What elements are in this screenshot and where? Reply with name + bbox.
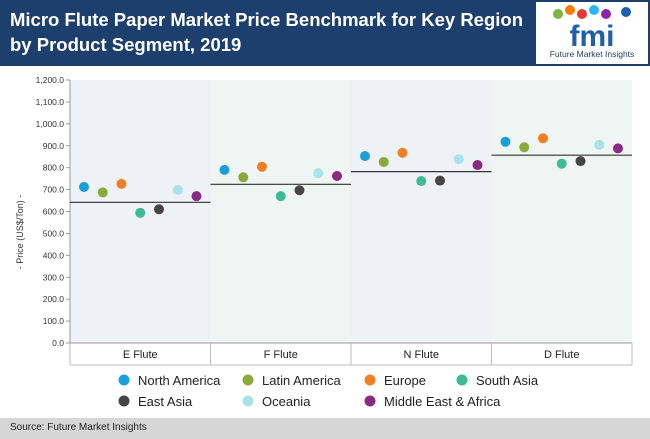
data-point <box>538 133 548 144</box>
data-point <box>257 161 267 172</box>
legend-label: South Asia <box>476 373 539 388</box>
legend-label: Latin America <box>262 373 342 388</box>
legend-label: North America <box>138 373 221 388</box>
logo-dot-icon <box>589 5 599 15</box>
logo-dot-icon <box>565 5 575 15</box>
legend: North America Latin America Europe South As… <box>118 373 539 409</box>
data-point <box>332 170 342 181</box>
data-point <box>172 185 183 196</box>
logo-letters: fmi <box>570 20 615 50</box>
category-band <box>351 80 492 343</box>
logo-dot-icon <box>553 9 563 19</box>
data-point <box>360 151 370 162</box>
data-point <box>79 181 89 192</box>
data-point <box>378 156 389 167</box>
data-points <box>79 133 623 218</box>
x-tick-label: E Flute <box>123 349 158 361</box>
y-axis-label: - Price (US$/Ton) - <box>15 195 25 270</box>
data-point <box>594 139 605 150</box>
legend-marker <box>118 395 130 407</box>
logo-dot-icon <box>577 9 587 19</box>
legend-label: East Asia <box>138 394 193 409</box>
category-bands <box>70 80 632 343</box>
y-tick-label: 1,200.0 <box>36 75 65 85</box>
y-tick-label: 1,000.0 <box>36 119 65 129</box>
y-tick-label: 600.0 <box>43 207 65 217</box>
category-band <box>491 80 632 343</box>
data-point <box>135 207 146 218</box>
x-tick-label: D Flute <box>544 349 579 361</box>
data-point <box>500 136 511 147</box>
data-point <box>556 158 567 169</box>
y-tick-label: 900.0 <box>43 141 65 151</box>
data-point <box>154 204 164 215</box>
legend-label: Middle East & Africa <box>384 394 501 409</box>
header-banner: Micro Flute Paper Market Price Benchmark… <box>0 0 650 66</box>
data-point <box>219 164 230 175</box>
legend-marker <box>364 374 376 386</box>
fmi-logo: fmi Future Market Insights <box>536 2 648 64</box>
y-tick-label: 800.0 <box>43 163 65 173</box>
data-point <box>453 154 464 165</box>
data-point <box>416 176 427 187</box>
data-point <box>238 172 249 183</box>
y-tick-label: 300.0 <box>43 272 65 282</box>
legend-marker <box>242 395 254 407</box>
benchmark-lines <box>70 154 632 203</box>
y-tick-label: 700.0 <box>43 185 65 195</box>
data-point <box>472 160 483 171</box>
category-band <box>210 80 351 343</box>
chart-canvas: 0.0 100.0 200.0 300.0 400.0 500.0 600.0 700.0 80… <box>15 75 633 409</box>
legend-marker <box>364 395 376 407</box>
legend-label: Oceania <box>262 394 311 409</box>
legend-marker <box>456 374 468 386</box>
x-tick-label: N Flute <box>404 349 439 361</box>
data-point <box>116 178 127 189</box>
data-point <box>613 143 623 154</box>
source-text: Source: Future Market Insights <box>10 422 147 433</box>
source-bar: Source: Future Market Insights <box>0 418 650 439</box>
y-tick-label: 0.0 <box>52 338 64 348</box>
x-axis: E Flute F Flute N Flute D Flute <box>69 342 633 366</box>
data-point <box>435 175 445 186</box>
y-axis: 0.0 100.0 200.0 300.0 400.0 500.0 600.0 700.0 80… <box>36 75 71 348</box>
data-point <box>397 147 408 158</box>
logo-dot-icon <box>601 9 611 19</box>
logo-dot-icon <box>621 7 631 17</box>
legend-label: Europe <box>384 373 426 388</box>
data-point <box>191 191 202 202</box>
data-point <box>294 185 305 196</box>
x-tick-label: F Flute <box>264 349 298 361</box>
y-tick-label: 400.0 <box>43 250 65 260</box>
logo-caption: Future Market Insights <box>549 49 635 59</box>
data-point <box>575 156 586 167</box>
data-point <box>519 142 530 153</box>
y-tick-label: 200.0 <box>43 294 65 304</box>
legend-marker <box>242 374 254 386</box>
data-point <box>275 191 286 202</box>
data-point <box>97 187 108 198</box>
data-point <box>313 168 324 179</box>
chart-title: Micro Flute Paper Market Price Benchmark… <box>10 9 524 55</box>
y-tick-label: 100.0 <box>43 316 65 326</box>
legend-marker <box>118 374 130 386</box>
y-tick-label: 1,100.0 <box>36 97 65 107</box>
y-tick-label: 500.0 <box>43 228 65 238</box>
